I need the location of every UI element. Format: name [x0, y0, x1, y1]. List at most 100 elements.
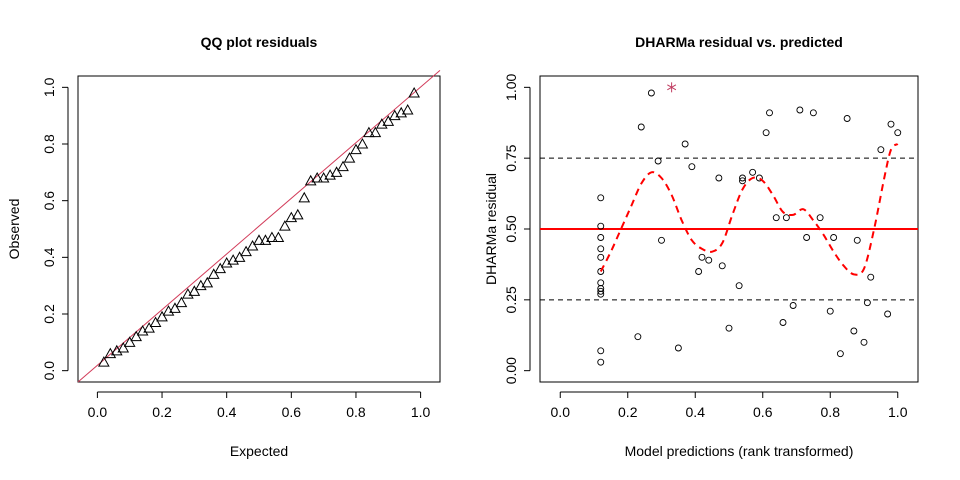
qq-point [130, 330, 143, 342]
residual-point [863, 299, 871, 307]
qq-point [136, 324, 149, 336]
residual-point [698, 253, 706, 261]
residual-point [739, 177, 746, 185]
qq-point [382, 115, 395, 126]
residual-point [762, 129, 770, 137]
residual-point [658, 236, 665, 244]
qq-point [104, 347, 117, 359]
qq-plot-x-tick-label: 0.6 [282, 404, 302, 420]
residual-plot-title: DHARMa residual vs. predicted [635, 34, 843, 50]
residual-point [597, 358, 605, 366]
residual-plot-x-tick-label: 1.0 [888, 404, 908, 420]
residual-plot-y-tick-label: 1.00 [503, 73, 519, 100]
residual-plot-y-axis-label: DHARMa residual [483, 173, 499, 285]
qq-plot-y-tick-label: 0.0 [41, 361, 57, 381]
residual-plot-y-tick-label: 0.50 [503, 215, 519, 242]
residual-plot-reference-lines [540, 157, 918, 301]
residual-plot-y-tick-label: 0.75 [503, 144, 519, 171]
qq-plot-x-tick-label: 1.0 [411, 404, 431, 420]
qq-plot-x-axis: 0.0 0.2 0.4 0.6 0.8 1.0 [88, 391, 431, 420]
residual-point [637, 123, 645, 131]
qq-point [272, 231, 285, 242]
residual-point [688, 163, 696, 171]
residual-point [809, 109, 817, 117]
qq-plot-y-axis: 0.0 0.2 0.4 0.6 0.8 1.0 [41, 77, 69, 381]
qq-point [220, 256, 233, 268]
residual-plot-smooth [599, 143, 899, 276]
qq-point [311, 171, 324, 183]
residual-point [654, 157, 662, 165]
qq-point [188, 285, 201, 296]
qq-point [194, 279, 207, 291]
residual-point [836, 350, 844, 358]
residual-point [782, 214, 790, 222]
qq-point [117, 341, 130, 353]
residual-plot-x-tick-label: 0.6 [753, 404, 773, 420]
qq-plot-x-tick-label: 0.2 [152, 404, 172, 420]
qq-plot-panel: QQ plot residuals Expected Observed 0.0 0… [6, 34, 441, 459]
residual-point [725, 324, 733, 332]
qq-point [143, 322, 155, 333]
residual-point [634, 333, 642, 341]
qq-plot-x-axis-label: Expected [230, 443, 288, 459]
qq-point [123, 336, 136, 347]
qq-plot-title: QQ plot residuals [201, 34, 318, 50]
qq-plot-y-tick-label: 0.4 [41, 247, 57, 267]
residual-point [715, 174, 723, 182]
qq-point [291, 208, 304, 220]
qq-point [330, 166, 343, 177]
qq-point [266, 231, 278, 242]
qq-plot-x-tick-label: 0.0 [88, 404, 108, 420]
residual-point [695, 268, 703, 275]
qq-plot-y-tick-label: 0.6 [41, 191, 57, 211]
residual-point [705, 256, 713, 264]
residual-point [718, 262, 726, 270]
residual-point [884, 310, 892, 318]
residual-point [597, 222, 605, 230]
residual-point [826, 307, 834, 315]
residual-point [779, 319, 787, 326]
residual-plot-y-tick-label: 0.25 [503, 286, 519, 313]
qq-plot-y-axis-label: Observed [6, 199, 22, 260]
residual-point [850, 327, 858, 335]
residual-plot-panel: DHARMa residual vs. predicted Model pred… [483, 34, 919, 459]
residual-point [816, 214, 824, 222]
qq-point [98, 356, 110, 367]
qq-point [149, 316, 162, 327]
residual-plot-x-tick-label: 0.2 [618, 404, 638, 420]
residual-point [766, 109, 773, 117]
qq-point [298, 191, 311, 203]
qq-point [253, 234, 265, 245]
qq-point [285, 211, 298, 223]
residual-point [803, 234, 811, 241]
residual-point [796, 106, 804, 114]
qq-point [156, 310, 168, 322]
qq-plot-y-tick-label: 0.2 [41, 304, 57, 324]
residual-point [597, 279, 605, 287]
qq-point [369, 126, 382, 138]
residual-point [597, 253, 605, 261]
residual-point [674, 344, 682, 352]
residual-plot-marks [597, 82, 902, 366]
residual-point [830, 234, 838, 241]
qq-point [240, 245, 252, 257]
qq-plot-x-tick-label: 0.8 [346, 404, 366, 420]
qq-point [337, 160, 349, 172]
residual-point [860, 338, 868, 346]
qq-point [201, 276, 214, 288]
residual-point [887, 120, 895, 128]
residual-point [772, 214, 780, 222]
qq-plot-x-tick-label: 0.4 [217, 404, 237, 420]
residual-plot-x-tick-label: 0.0 [551, 404, 571, 420]
residual-point [681, 140, 689, 148]
qq-point [343, 152, 356, 163]
qq-point [408, 86, 420, 98]
smooth-spline-line [599, 143, 899, 276]
residual-point [894, 129, 902, 137]
qq-plot-marks [77, 69, 441, 383]
qq-plot-y-tick-label: 0.8 [41, 134, 57, 154]
residual-plot-x-tick-label: 0.4 [686, 404, 706, 420]
qq-point [279, 220, 291, 231]
qq-point [233, 251, 246, 262]
residual-plot-y-tick-label: 0.00 [503, 357, 519, 384]
